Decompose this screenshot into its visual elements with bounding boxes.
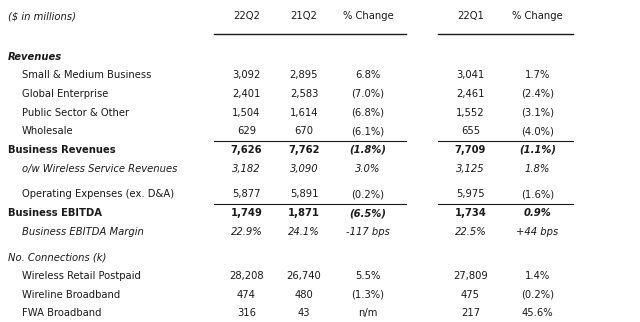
Text: -117 bps: -117 bps xyxy=(346,227,390,237)
Text: (3.1%): (3.1%) xyxy=(521,108,554,118)
Text: 217: 217 xyxy=(461,308,480,318)
Text: % Change: % Change xyxy=(512,11,563,21)
Text: 24.1%: 24.1% xyxy=(288,227,320,237)
Text: Global Enterprise: Global Enterprise xyxy=(22,89,108,99)
Text: 3,182: 3,182 xyxy=(232,164,260,174)
Text: No. Connections (k): No. Connections (k) xyxy=(8,252,106,262)
Text: 2,895: 2,895 xyxy=(290,70,318,80)
Text: 3.0%: 3.0% xyxy=(355,164,381,174)
Text: 7,626: 7,626 xyxy=(230,145,262,155)
Text: 480: 480 xyxy=(294,290,314,300)
Text: 475: 475 xyxy=(461,290,480,300)
Text: (6.1%): (6.1%) xyxy=(351,126,385,136)
Text: 26,740: 26,740 xyxy=(287,271,321,281)
Text: 474: 474 xyxy=(237,290,256,300)
Text: (2.4%): (2.4%) xyxy=(521,89,554,99)
Text: 27,809: 27,809 xyxy=(453,271,488,281)
Text: 43: 43 xyxy=(298,308,310,318)
Text: Operating Expenses (ex. D&A): Operating Expenses (ex. D&A) xyxy=(22,189,174,199)
Text: 5,877: 5,877 xyxy=(232,189,260,199)
Text: 1,504: 1,504 xyxy=(232,108,260,118)
Text: (1.6%): (1.6%) xyxy=(521,189,554,199)
Text: (6.8%): (6.8%) xyxy=(351,108,385,118)
Text: 3,090: 3,090 xyxy=(290,164,318,174)
Text: (0.2%): (0.2%) xyxy=(521,290,554,300)
Text: 6.8%: 6.8% xyxy=(355,70,381,80)
Text: 2,401: 2,401 xyxy=(232,89,260,99)
Text: (1.3%): (1.3%) xyxy=(351,290,385,300)
Text: Business EBITDA Margin: Business EBITDA Margin xyxy=(22,227,143,237)
Text: 1,734: 1,734 xyxy=(454,208,486,218)
Text: % Change: % Change xyxy=(342,11,394,21)
Text: 22.5%: 22.5% xyxy=(454,227,486,237)
Text: o/w Wireless Service Revenues: o/w Wireless Service Revenues xyxy=(22,164,177,174)
Text: 45.6%: 45.6% xyxy=(522,308,554,318)
Text: 0.9%: 0.9% xyxy=(524,208,552,218)
Text: 2,461: 2,461 xyxy=(456,89,484,99)
Text: 629: 629 xyxy=(237,126,256,136)
Text: 22.9%: 22.9% xyxy=(230,227,262,237)
Text: 3,092: 3,092 xyxy=(232,70,260,80)
Text: 670: 670 xyxy=(294,126,314,136)
Text: 7,762: 7,762 xyxy=(288,145,320,155)
Text: 22Q1: 22Q1 xyxy=(457,11,484,21)
Text: Wireline Broadband: Wireline Broadband xyxy=(22,290,120,300)
Text: 1,552: 1,552 xyxy=(456,108,484,118)
Text: 3,041: 3,041 xyxy=(456,70,484,80)
Text: 3,125: 3,125 xyxy=(456,164,484,174)
Text: 2,583: 2,583 xyxy=(290,89,318,99)
Text: (1.1%): (1.1%) xyxy=(519,145,556,155)
Text: 316: 316 xyxy=(237,308,256,318)
Text: (6.5%): (6.5%) xyxy=(349,208,387,218)
Text: (7.0%): (7.0%) xyxy=(351,89,385,99)
Text: 1.8%: 1.8% xyxy=(525,164,550,174)
Text: Small & Medium Business: Small & Medium Business xyxy=(22,70,151,80)
Text: 1.7%: 1.7% xyxy=(525,70,550,80)
Text: Wireless Retail Postpaid: Wireless Retail Postpaid xyxy=(22,271,141,281)
Text: 655: 655 xyxy=(461,126,480,136)
Text: 5,891: 5,891 xyxy=(290,189,318,199)
Text: 1,871: 1,871 xyxy=(288,208,320,218)
Text: Business Revenues: Business Revenues xyxy=(8,145,115,155)
Text: 1,614: 1,614 xyxy=(290,108,318,118)
Text: Business EBITDA: Business EBITDA xyxy=(8,208,102,218)
Text: (0.2%): (0.2%) xyxy=(351,189,385,199)
Text: Wholesale: Wholesale xyxy=(22,126,74,136)
Text: 28,208: 28,208 xyxy=(229,271,264,281)
Text: 22Q2: 22Q2 xyxy=(233,11,260,21)
Text: +44 bps: +44 bps xyxy=(516,227,559,237)
Text: FWA Broadband: FWA Broadband xyxy=(22,308,101,318)
Text: n/m: n/m xyxy=(358,308,378,318)
Text: 1,749: 1,749 xyxy=(230,208,262,218)
Text: 7,709: 7,709 xyxy=(454,145,486,155)
Text: (4.0%): (4.0%) xyxy=(521,126,554,136)
Text: Revenues: Revenues xyxy=(8,52,62,62)
Text: (1.8%): (1.8%) xyxy=(349,145,387,155)
Text: 5.5%: 5.5% xyxy=(355,271,381,281)
Text: 21Q2: 21Q2 xyxy=(291,11,317,21)
Text: ($ in millions): ($ in millions) xyxy=(8,11,76,21)
Text: Public Sector & Other: Public Sector & Other xyxy=(22,108,129,118)
Text: 1.4%: 1.4% xyxy=(525,271,550,281)
Text: 5,975: 5,975 xyxy=(456,189,484,199)
